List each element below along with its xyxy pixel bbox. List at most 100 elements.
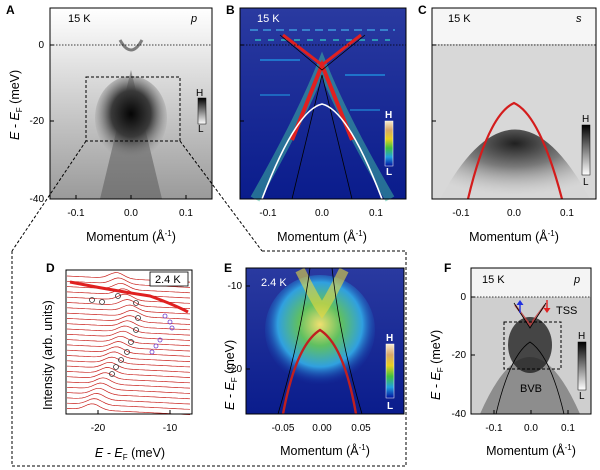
panel-letter-f: F xyxy=(444,261,451,275)
edc-curve xyxy=(66,361,191,373)
panel-e: E 2.4 K H L -10 -20 -0.05 0.00 0.05 E - … xyxy=(223,261,405,458)
x-axis-title-e: Momentum (Å-1) xyxy=(280,443,370,458)
panel-d: D 2.4 K -20 -10 Intensity (arb. units) E… xyxy=(41,261,193,462)
frame-b xyxy=(239,7,407,200)
edc-curve xyxy=(66,346,191,357)
x-tick-c-2: 0.1 xyxy=(560,208,574,219)
x-axis-title-d: E - EF (meV) xyxy=(95,446,165,462)
x-axis-title-c: Momentum (Å-1) xyxy=(469,229,559,244)
bulk-fit-e xyxy=(281,328,358,415)
x-axis-title-f: Momentum (Å-1) xyxy=(486,443,576,458)
temp-label-e: 2.4 K xyxy=(261,277,287,289)
x-tick-f-0: -0.1 xyxy=(485,423,503,434)
colorbar-low-c: L xyxy=(583,177,589,188)
frame-c xyxy=(431,7,597,200)
fit-upper-b xyxy=(279,34,366,71)
edc-curve xyxy=(66,335,191,347)
edc-curve xyxy=(66,304,191,315)
y-tick-e-0: -10 xyxy=(228,281,243,292)
y-tick-f-1: -20 xyxy=(452,350,467,361)
edc-curve xyxy=(66,398,191,410)
dirac-fit-left-e xyxy=(277,267,311,415)
y-tick-f-0: 0 xyxy=(460,292,466,303)
edc-curve xyxy=(66,367,191,378)
temp-label-c: 15 K xyxy=(448,13,471,25)
colorbar-high-c: H xyxy=(582,114,589,125)
panel-letter-c: C xyxy=(418,3,427,17)
edc-curve xyxy=(66,382,191,394)
temp-label-a: 15 K xyxy=(68,13,91,25)
colorbar-c xyxy=(581,124,591,176)
bulk-valence-fit-b xyxy=(261,103,383,200)
edc-curve xyxy=(66,341,191,352)
colorbar-f xyxy=(577,341,587,391)
dirac-lower-b xyxy=(290,59,354,141)
edc-curve xyxy=(66,356,191,368)
edc-curve xyxy=(66,351,191,362)
edc-curve xyxy=(66,315,191,325)
edc-curve xyxy=(66,387,191,400)
panel-letter-e: E xyxy=(224,261,232,275)
x-tick-f-2: 0.1 xyxy=(561,423,575,434)
x-axis-title-a: Momentum (Å-1) xyxy=(86,229,176,244)
x-tick-e-2: 0.05 xyxy=(351,423,371,434)
panel-letter-b: B xyxy=(226,3,235,17)
edc-curve xyxy=(66,288,191,299)
colorbar-low-a: L xyxy=(198,124,204,135)
band-intensity-a xyxy=(95,76,167,160)
dirac-fit-right-e xyxy=(331,267,363,415)
band-fit-c xyxy=(466,101,564,200)
y-tick-f-2: -40 xyxy=(452,409,467,420)
x-tick-c-0: -0.1 xyxy=(452,208,470,219)
temp-label-b: 15 K xyxy=(257,13,280,25)
y-tick-e-1: -20 xyxy=(228,364,243,375)
colorbar-e xyxy=(385,343,395,399)
panel-b: B 15 K H L -0.1 0.0 0.1 Momentum (Å-1) xyxy=(226,3,407,244)
y-axis-title-d: Intensity (arb. units) xyxy=(41,300,55,410)
x-tick-a-1: 0.0 xyxy=(124,208,138,219)
y-axis-title-a: E - EF (meV) xyxy=(8,70,24,140)
band-intensity-c xyxy=(440,129,590,199)
frame-d xyxy=(65,269,193,415)
edc-curve xyxy=(66,277,191,288)
tss-label-f: TSS xyxy=(556,305,577,317)
colorbar-high-f: H xyxy=(578,331,585,342)
y-axis-title-f: E - EF (meV) xyxy=(429,330,445,400)
x-tick-e-0: -0.05 xyxy=(272,423,295,434)
colorbar-low-f: L xyxy=(579,391,585,402)
x-tick-f-1: 0.0 xyxy=(524,423,538,434)
x-tick-d-1: -10 xyxy=(163,423,178,434)
temp-label-f: 15 K xyxy=(482,274,505,286)
x-tick-b-1: 0.0 xyxy=(315,208,329,219)
panel-c: C 15 K s H L -0.1 0.0 0.1 Momentum (Å-1) xyxy=(418,3,597,244)
zoom-box-f xyxy=(503,321,562,370)
x-tick-c-1: 0.0 xyxy=(507,208,521,219)
panel-a: A 15 K p H L 0 -20 -40 -0.1 0.0 0.1 E - … xyxy=(6,3,213,244)
colorbar-high-e: H xyxy=(386,333,393,344)
temp-label-d: 2.4 K xyxy=(155,274,181,286)
edc-curve xyxy=(66,372,191,384)
dirac-feature-a xyxy=(118,39,144,52)
panel-letter-d: D xyxy=(46,261,55,275)
colorbar-low-b: L xyxy=(386,167,392,178)
zoom-connector xyxy=(11,140,407,467)
edc-curve xyxy=(66,299,191,309)
bvb-fit-f xyxy=(495,341,565,415)
colorbar-b xyxy=(384,120,394,167)
edc-curve xyxy=(66,377,191,389)
pol-label-a: p xyxy=(190,13,197,25)
edc-curve xyxy=(66,282,191,294)
bvb-label-f: BVB xyxy=(520,383,542,395)
colorbar-a xyxy=(197,97,207,125)
y-tick-a-2: -40 xyxy=(30,194,45,205)
x-tick-a-2: 0.1 xyxy=(179,208,193,219)
colorbar-low-e: L xyxy=(387,401,393,412)
colorbar-high-a: H xyxy=(196,88,203,99)
colorbar-high-b: H xyxy=(385,110,392,121)
frame-e xyxy=(245,267,405,415)
x-tick-b-0: -0.1 xyxy=(259,208,277,219)
edc-curve xyxy=(66,330,191,341)
panel-f: F 15 K p TSS BVB H L 0 -20 -40 -0.1 0.0 … xyxy=(429,261,592,458)
edc-curve xyxy=(66,325,191,336)
